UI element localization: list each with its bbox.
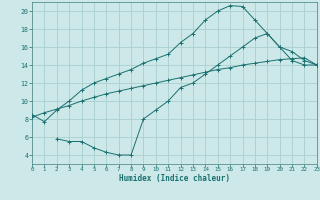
X-axis label: Humidex (Indice chaleur): Humidex (Indice chaleur)	[119, 174, 230, 183]
